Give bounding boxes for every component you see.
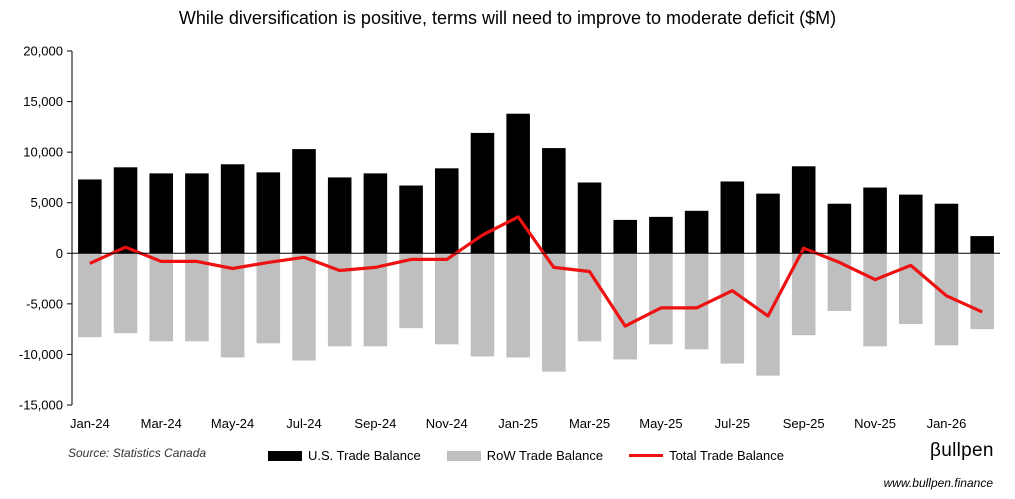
- legend-item-us: U.S. Trade Balance: [268, 448, 421, 463]
- x-tick-label: Jan-24: [70, 416, 110, 431]
- y-tick-label: 20,000: [23, 44, 63, 59]
- y-tick-label: -10,000: [19, 347, 63, 362]
- bar-us-Feb-26: [970, 236, 994, 254]
- line-total-series: [89, 215, 983, 328]
- x-tick-label: Jan-25: [498, 416, 538, 431]
- bar-us-Aug-25: [756, 193, 780, 254]
- bar-us-Dec-25: [898, 194, 923, 254]
- bar-us-Mar-24: [149, 173, 174, 254]
- bar-us-Jul-24: [292, 149, 316, 254]
- bar-row-Feb-26: [970, 253, 994, 330]
- y-tick-label: 5,000: [30, 195, 63, 210]
- bar-row-Jul-24: [292, 253, 316, 361]
- y-tick-label: -5,000: [26, 296, 63, 311]
- x-tick-label: Jul-24: [286, 416, 321, 431]
- bar-us-Nov-25: [863, 187, 887, 254]
- bar-us-Feb-25: [542, 148, 566, 254]
- bar-us-Jul-25: [720, 181, 745, 254]
- bar-us-Oct-24: [399, 185, 423, 254]
- bar-us-Aug-24: [327, 177, 352, 254]
- legend-swatch-us: [268, 450, 302, 461]
- bar-row-Jul-25: [720, 253, 745, 364]
- bar-row-Mar-24: [149, 253, 174, 342]
- bar-row-Oct-25: [827, 253, 852, 311]
- bar-us-Jan-25: [506, 113, 530, 254]
- bar-us-Oct-25: [827, 203, 852, 254]
- brand-logo: βullpen: [930, 440, 994, 461]
- legend-label-us: U.S. Trade Balance: [308, 448, 421, 463]
- row-bars: [78, 253, 994, 376]
- y-axis: 20,000 15,000 10,000 5,000 0 -5,000 -10,000 -15…: [19, 44, 73, 413]
- bar-row-Jun-24: [256, 253, 281, 344]
- bar-row-Aug-24: [327, 253, 352, 347]
- bar-us-May-24: [220, 164, 245, 254]
- chart-title: While diversification is positive, terms…: [178, 8, 837, 28]
- legend-item-total: Total Trade Balance: [629, 448, 784, 463]
- bar-row-Jun-25: [684, 253, 709, 350]
- bar-us-Mar-25: [577, 182, 602, 254]
- legend-label-row: RoW Trade Balance: [486, 448, 604, 463]
- bar-us-Jun-24: [256, 172, 281, 254]
- legend-swatch-total: [629, 454, 664, 457]
- x-tick-label: Mar-24: [141, 416, 182, 431]
- bar-us-Jun-25: [684, 210, 709, 254]
- x-tick-label: Nov-25: [854, 416, 896, 431]
- bar-row-Apr-25: [613, 253, 638, 360]
- x-tick-label: Jul-25: [715, 416, 750, 431]
- bar-row-Sep-25: [791, 253, 816, 336]
- x-tick-label: Sep-25: [783, 416, 825, 431]
- legend-item-row: RoW Trade Balance: [446, 448, 604, 463]
- bar-row-Nov-25: [863, 253, 887, 347]
- source-note: Source: Statistics Canada: [68, 446, 207, 460]
- total-line: [89, 215, 983, 328]
- bar-row-Nov-24: [434, 253, 459, 345]
- bar-row-Apr-24: [185, 253, 209, 342]
- bar-us-Apr-24: [185, 173, 209, 254]
- bar-us-Apr-25: [613, 219, 638, 254]
- x-tick-label: Nov-24: [426, 416, 468, 431]
- brand-url: www.bullpen.finance: [883, 476, 993, 490]
- bar-us-Dec-24: [470, 132, 495, 254]
- y-tick-label: -15,000: [19, 398, 63, 413]
- y-tick-label: 10,000: [23, 145, 63, 160]
- y-tick-label: 15,000: [23, 94, 63, 109]
- x-axis: Jan-24 Mar-24 May-24 Jul-24 Sep-24 Nov-24 Jan-…: [70, 252, 1000, 431]
- bar-us-Nov-24: [434, 168, 459, 254]
- bar-row-Jan-24: [78, 253, 102, 338]
- bar-us-Sep-25: [791, 166, 816, 254]
- bar-us-Jan-26: [934, 203, 959, 254]
- bar-row-Mar-25: [577, 253, 602, 342]
- bar-us-Feb-24: [113, 167, 138, 254]
- x-tick-label: May-25: [639, 416, 682, 431]
- bar-us-Jan-24: [78, 179, 102, 254]
- bar-row-Sep-24: [363, 253, 388, 347]
- x-tick-label: Mar-25: [569, 416, 610, 431]
- y-tick-label: 0: [56, 246, 63, 261]
- chart-plot: 20,000 15,000 10,000 5,000 0 -5,000 -10,000 -15…: [19, 44, 1000, 431]
- legend-swatch-row: [446, 450, 481, 461]
- x-tick-label: May-24: [211, 416, 254, 431]
- legend-label-total: Total Trade Balance: [669, 448, 784, 463]
- x-tick-label: Sep-24: [354, 416, 396, 431]
- bar-row-Feb-24: [113, 253, 138, 334]
- bar-row-Dec-24: [470, 253, 495, 357]
- legend: U.S. Trade Balance RoW Trade Balance Tot…: [268, 448, 810, 463]
- us-bars: [78, 113, 994, 254]
- bar-row-Feb-25: [542, 253, 566, 372]
- bar-row-Oct-24: [399, 253, 423, 329]
- bar-us-Sep-24: [363, 173, 388, 254]
- x-tick-label: Jan-26: [927, 416, 967, 431]
- bar-row-Jan-26: [934, 253, 959, 346]
- bar-us-May-25: [649, 216, 673, 254]
- bar-row-May-25: [649, 253, 673, 345]
- bar-row-Jan-25: [506, 253, 530, 358]
- bar-row-May-24: [220, 253, 245, 358]
